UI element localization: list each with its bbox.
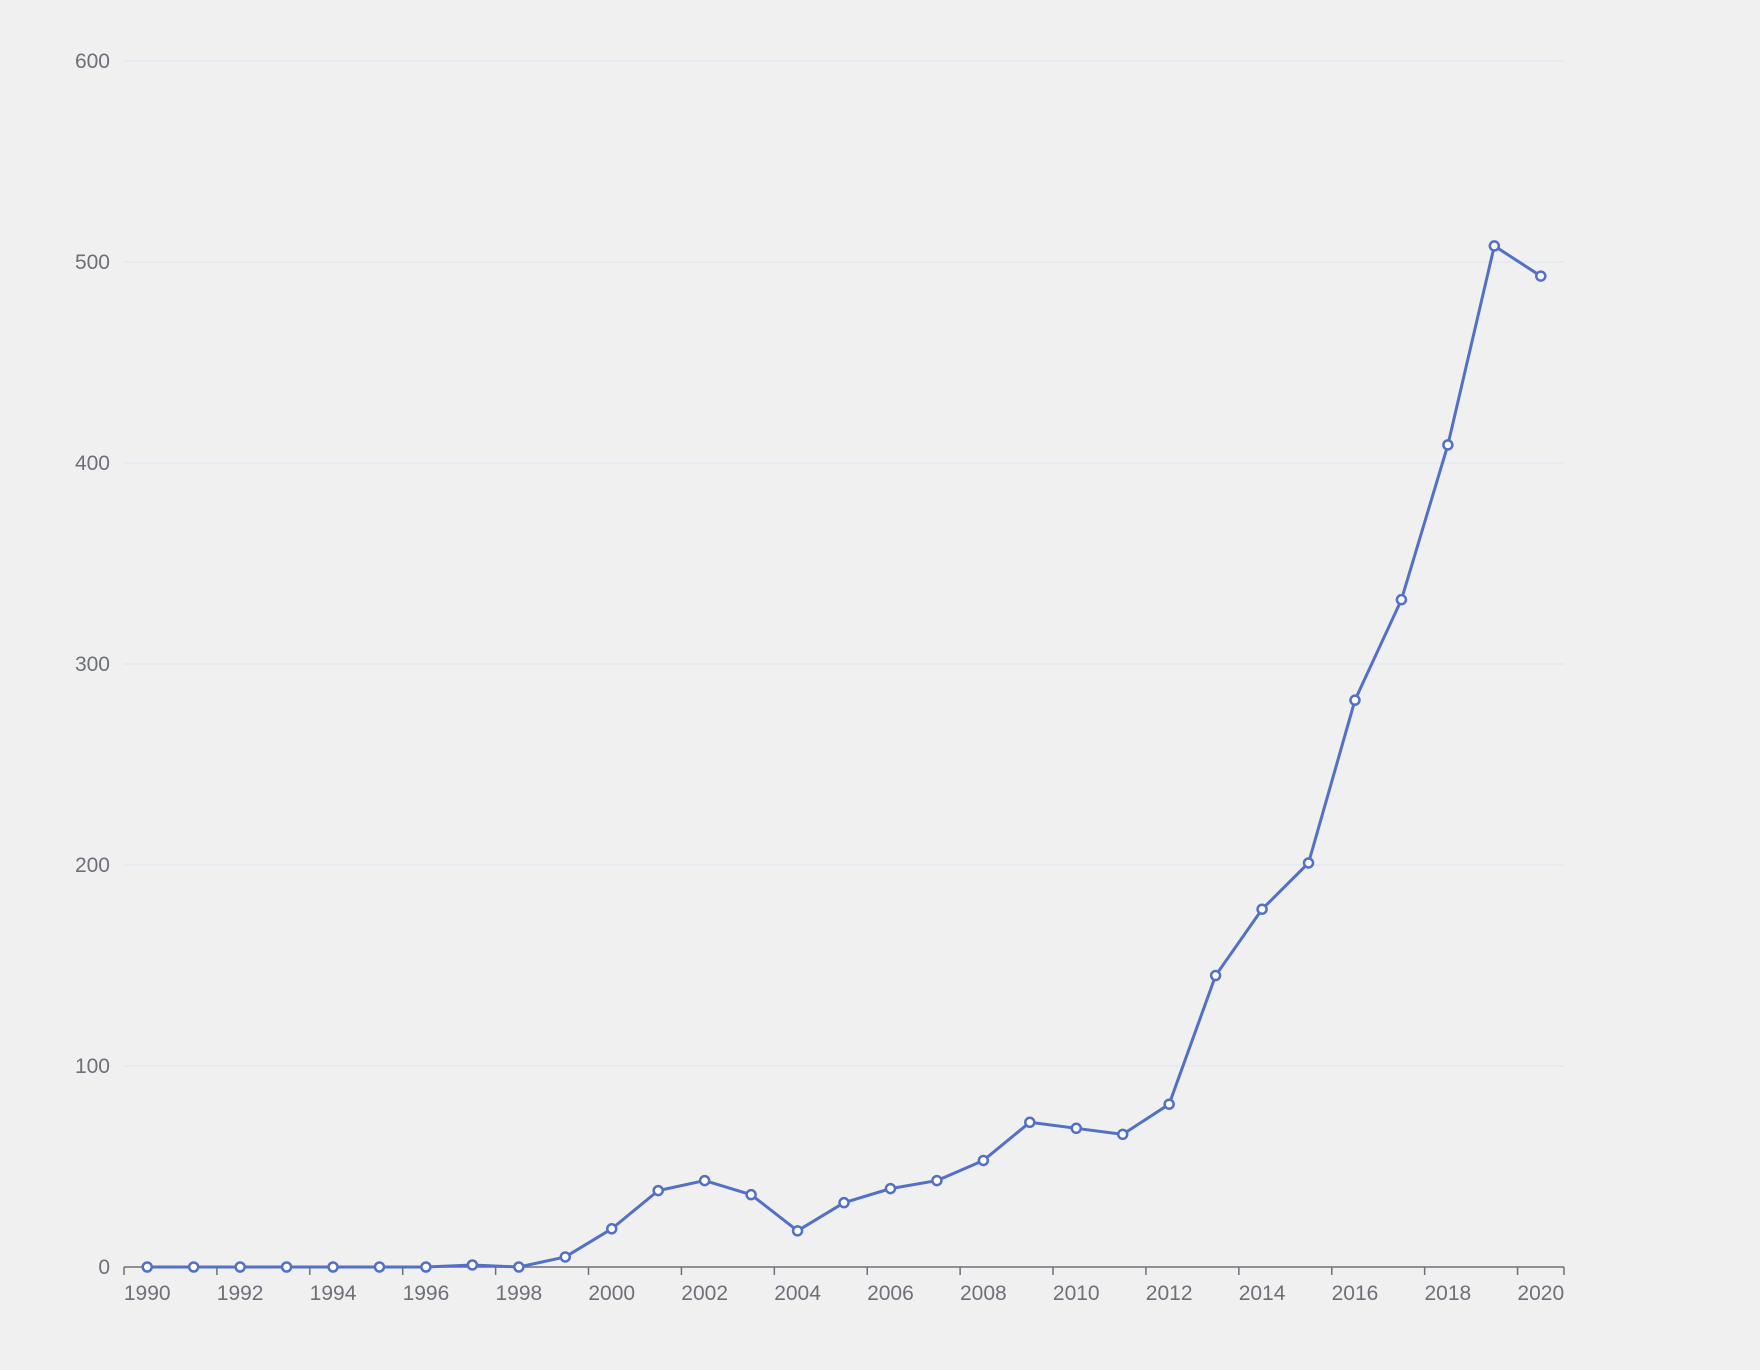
data-point[interactable] — [141, 1261, 153, 1273]
data-point[interactable] — [513, 1261, 525, 1273]
data-point[interactable] — [1349, 694, 1361, 706]
y-tick-label: 200 — [75, 854, 110, 877]
data-point[interactable] — [1116, 1128, 1129, 1141]
x-tick-label: 2004 — [774, 1282, 821, 1305]
y-axis-tick-labels: 0 100 200 300 400 500 600 — [75, 50, 110, 1279]
x-tick-label: 1996 — [403, 1282, 450, 1305]
data-point[interactable] — [838, 1196, 850, 1209]
data-point[interactable] — [791, 1225, 804, 1237]
x-tick-label: 2012 — [1146, 1282, 1193, 1305]
y-tick-label: 0 — [98, 1256, 110, 1279]
data-point[interactable] — [1488, 240, 1501, 252]
data-point[interactable] — [420, 1261, 432, 1273]
x-tick-label: 2000 — [588, 1282, 635, 1305]
x-tick-label: 1998 — [495, 1282, 542, 1305]
data-point[interactable] — [652, 1184, 664, 1197]
data-point[interactable] — [698, 1174, 711, 1187]
data-point[interactable] — [605, 1223, 618, 1235]
x-tick-label: 2008 — [960, 1282, 1007, 1305]
data-point[interactable] — [1302, 857, 1315, 869]
x-tick-label: 2002 — [681, 1282, 728, 1305]
y-tick-label: 600 — [75, 50, 110, 73]
data-point[interactable] — [280, 1261, 293, 1273]
series-line — [147, 244, 1542, 1269]
x-tick-label: 1990 — [124, 1282, 171, 1305]
y-tick-label: 300 — [75, 653, 110, 676]
data-point[interactable] — [466, 1259, 479, 1271]
x-tick-label: 1992 — [217, 1282, 264, 1305]
data-point[interactable] — [1535, 270, 1547, 282]
data-point[interactable] — [1256, 903, 1268, 915]
x-tick-label: 2016 — [1332, 1282, 1379, 1305]
data-point[interactable] — [745, 1188, 757, 1201]
data-point[interactable] — [187, 1261, 200, 1273]
x-tick-label: 2020 — [1517, 1282, 1564, 1305]
x-tick-label: 2010 — [1053, 1282, 1100, 1305]
y-tick-label: 500 — [75, 251, 110, 274]
data-point[interactable] — [1070, 1122, 1083, 1135]
data-point[interactable] — [977, 1154, 990, 1167]
data-point[interactable] — [1395, 593, 1408, 606]
series-layer — [141, 240, 1547, 1273]
data-point[interactable] — [884, 1182, 897, 1195]
grid-lines — [124, 60, 1564, 1067]
data-point[interactable] — [234, 1261, 246, 1273]
x-tick-label: 2014 — [1239, 1282, 1286, 1305]
x-tick-label: 2006 — [867, 1282, 914, 1305]
y-tick-label: 400 — [75, 452, 110, 475]
data-point[interactable] — [1163, 1098, 1175, 1110]
x-tick-label: 2018 — [1425, 1282, 1472, 1305]
data-point[interactable] — [559, 1251, 572, 1263]
x-axis-tick-labels: 1990 1992 1994 1996 1998 2000 2002 2004 2006 2008… — [124, 1282, 1564, 1305]
data-point[interactable] — [327, 1261, 339, 1273]
data-point[interactable] — [931, 1174, 943, 1187]
y-tick-label: 100 — [75, 1055, 110, 1078]
data-point[interactable] — [373, 1261, 386, 1273]
data-point[interactable] — [1209, 969, 1222, 982]
x-tick-label: 1994 — [310, 1282, 357, 1305]
data-point[interactable] — [1442, 439, 1454, 451]
data-point[interactable] — [1024, 1116, 1036, 1129]
